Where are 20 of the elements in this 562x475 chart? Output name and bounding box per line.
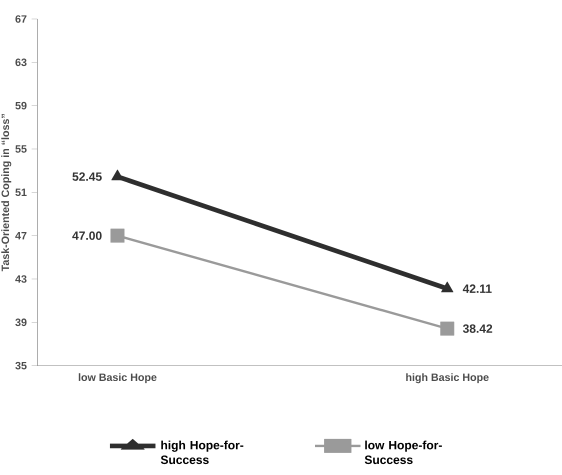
- y-tick-label: 67: [15, 15, 26, 23]
- point: [110, 228, 124, 243]
- y-tick-label: 55: [15, 145, 27, 153]
- legend-label: high Hope-for-Success: [160, 440, 244, 464]
- x-tick-label: high Basic Hope: [406, 373, 489, 384]
- y-tick-label: 59: [15, 102, 27, 110]
- y-axis-title: Task-Oriented Coping in “loss”: [1, 114, 12, 272]
- data-label: 47.00: [72, 231, 102, 240]
- x-tick-label: low Basic Hope: [78, 373, 157, 384]
- legend-label: low Hope-for-Success: [364, 440, 442, 464]
- y-tick-label: 63: [15, 58, 27, 66]
- y-tick-label: 35: [15, 362, 27, 370]
- point: [440, 322, 454, 336]
- y-tick-label: 43: [15, 275, 27, 283]
- y-tick-label: 51: [15, 188, 27, 196]
- y-tick-label: 39: [15, 318, 27, 326]
- data-label: 52.45: [72, 172, 102, 181]
- data-label: 42.11: [462, 284, 492, 293]
- data-label: 38.42: [462, 324, 492, 333]
- y-tick-label: 47: [15, 232, 26, 240]
